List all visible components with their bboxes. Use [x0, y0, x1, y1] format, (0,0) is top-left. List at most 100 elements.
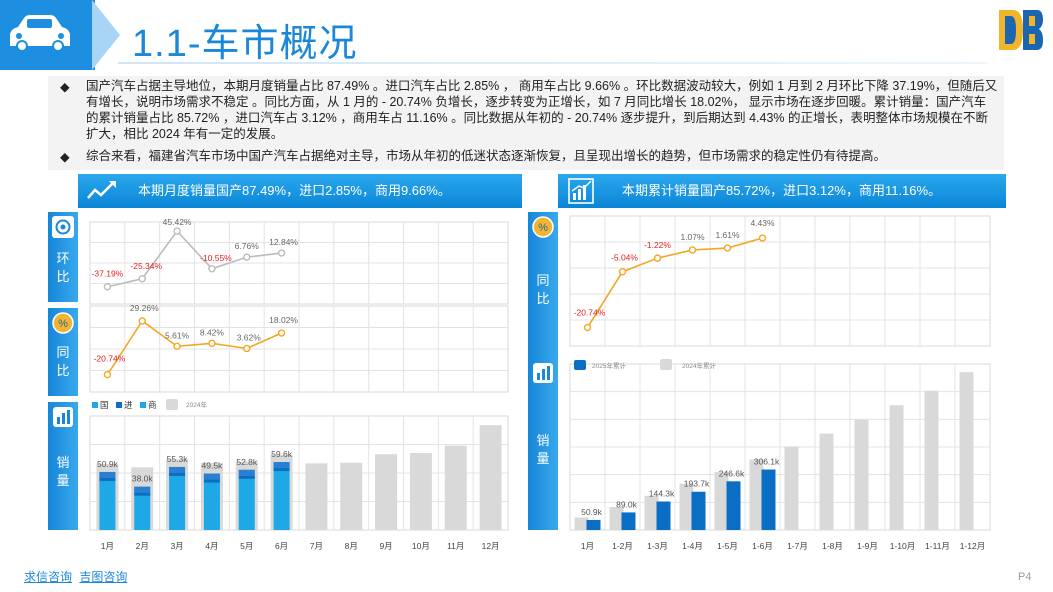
x-tick-label: 10月 — [412, 541, 430, 551]
x-tick-label: 8月 — [345, 541, 358, 551]
bar-2024-cumulative — [574, 517, 589, 530]
data-point — [138, 275, 146, 283]
bar-domestic — [203, 473, 220, 530]
x-tick-label: 1-5月 — [717, 541, 738, 551]
bar-2024-cumulative — [749, 459, 764, 530]
header-underline — [118, 62, 988, 64]
bar-2024-cumulative — [924, 390, 939, 530]
data-point — [653, 254, 662, 262]
legend-label: 2024年累计 — [682, 361, 716, 370]
header-blue-block — [0, 0, 95, 70]
x-tick-label: 4月 — [205, 541, 218, 551]
x-tick-label: 1-8月 — [822, 541, 843, 551]
bar-2024-cumulative — [784, 446, 799, 530]
legend-label: 2025年累计 — [592, 361, 626, 370]
legend-swatch — [116, 402, 122, 408]
legend-swatch-2025 — [574, 360, 586, 370]
tab-label-text: 销量 — [56, 455, 70, 488]
x-tick-label: 1月 — [101, 541, 114, 551]
bar-import — [134, 492, 151, 496]
data-label: 246.6k — [719, 468, 745, 478]
tab-label-yoy: 同比 — [48, 344, 78, 380]
bar-2025-cumulative — [586, 519, 601, 530]
data-label: 144.3k — [649, 489, 675, 499]
data-label: 1.61% — [715, 230, 740, 240]
data-point — [277, 249, 286, 257]
series-line — [586, 237, 763, 328]
data-label: 306.1k — [754, 457, 780, 467]
x-tick-label: 5月 — [240, 541, 253, 551]
x-tick-label: 1-10月 — [890, 541, 916, 551]
x-tick-label: 1-2月 — [612, 541, 633, 551]
bar-domestic — [273, 462, 290, 530]
data-label: 55.3k — [167, 454, 189, 464]
bar-import — [238, 475, 255, 479]
x-tick-label: 1-7月 — [787, 541, 808, 551]
data-label: 12.84% — [269, 237, 298, 247]
bar-import — [203, 479, 220, 483]
x-tick-label: 1-6月 — [752, 541, 773, 551]
bar-2024-cumulative — [889, 405, 904, 530]
legend-label: 2024年 — [186, 400, 207, 409]
bar-2024-cumulative — [714, 472, 729, 530]
bar-import — [99, 477, 116, 481]
left-banner: 本期月度销量国产87.49%，进口2.85%，商用9.66%。 — [78, 174, 522, 208]
right-charts: 2025年累计 2024年累计 -20.74% -5.04% -1.22% 1.07% 1… — [569, 215, 991, 551]
data-point — [277, 329, 286, 337]
data-point — [243, 344, 251, 353]
x-tick-label: 9月 — [379, 541, 392, 551]
bar-2024-cumulative — [854, 419, 869, 530]
data-point — [208, 339, 216, 348]
bar-domestic — [99, 471, 116, 530]
x-tick-label: 1-9月 — [857, 541, 878, 551]
brand-logo-icon — [999, 10, 1043, 50]
tab-label-mom: 环比 — [48, 250, 78, 286]
data-point — [208, 265, 216, 273]
x-tick-label: 1月 — [581, 541, 594, 551]
data-point — [723, 244, 732, 252]
bar-2024 — [305, 463, 328, 530]
data-label: 29.26% — [130, 303, 159, 313]
data-label: 89.0k — [616, 499, 638, 509]
data-label: 3.62% — [237, 332, 262, 342]
data-label: 4.43% — [750, 218, 775, 228]
tab-label-text: 销量 — [536, 433, 550, 466]
x-tick-label: 1-11月 — [925, 541, 950, 551]
footer-link-qiuxin[interactable]: 求信咨询 — [24, 570, 73, 584]
legend-label: 国 — [100, 400, 109, 410]
footer-link-jitu[interactable]: 吉图咨询 — [79, 570, 128, 584]
bar-2024 — [409, 453, 432, 530]
data-label: -1.22% — [644, 240, 671, 250]
bar-domestic — [238, 469, 255, 530]
legend-swatch-2024 — [660, 359, 672, 370]
tab-label-yoy: 同比 — [528, 272, 558, 308]
legend-swatch — [92, 402, 98, 408]
x-tick-label: 7月 — [310, 541, 323, 551]
x-tick-label: 1-12月 — [960, 541, 986, 551]
data-label: 50.9k — [97, 459, 119, 469]
data-label: -10.55% — [200, 253, 232, 263]
page-number: P4 — [1018, 571, 1032, 583]
data-label: 45.42% — [163, 217, 192, 227]
bar-2024-cumulative — [609, 507, 624, 530]
side-tab-sales: 销量 — [48, 402, 78, 530]
x-tick-label: 6月 — [275, 541, 288, 551]
tab-label-text: 同比 — [56, 345, 70, 378]
legend-label: 进 — [124, 400, 133, 410]
bar-commercial — [99, 471, 116, 478]
data-point — [103, 283, 112, 291]
x-tick-label: 1-4月 — [682, 541, 703, 551]
data-label: 18.02% — [269, 315, 298, 325]
data-label: -20.74% — [574, 308, 606, 318]
bar-2024-cumulative — [644, 495, 659, 530]
data-label: 193.7k — [684, 479, 710, 489]
data-label: -5.04% — [611, 253, 638, 263]
data-point — [173, 342, 181, 351]
bar-2024-cumulative — [959, 372, 974, 530]
car-icon — [10, 15, 70, 52]
tab-label-text: 同比 — [536, 273, 550, 306]
summary-paragraph-2: 综合来看，福建省汽车市场中国产汽车占据绝对主导，市场从年初的低迷状态逐渐恢复，且… — [86, 149, 887, 163]
bar-commercial — [134, 486, 151, 493]
data-point — [583, 323, 592, 332]
legend-swatch-2024 — [166, 399, 178, 410]
